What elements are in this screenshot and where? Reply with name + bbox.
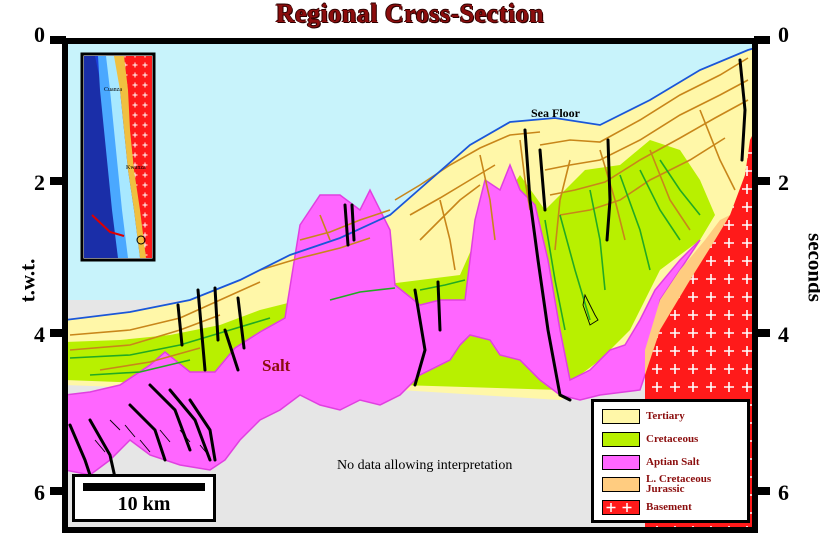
legend-label-tertiary: Tertiary	[646, 410, 685, 422]
legend-item-tertiary: Tertiary	[602, 408, 685, 424]
inset-map: Cuanza Kwanza	[80, 52, 156, 262]
scale-bar-label: 10 km	[117, 493, 171, 515]
aptian-salt	[65, 162, 701, 476]
legend-swatch-lower-cretaceous-jurassic	[602, 476, 640, 492]
legend-item-cretaceous: Cretaceous	[602, 431, 698, 447]
salt-seams	[94, 293, 599, 458]
inset-label-cuanza: Cuanza	[104, 87, 122, 93]
cretaceous-horizons	[69, 159, 701, 376]
tick-left-2: 2	[34, 170, 45, 195]
inset-label-kwanza: Kwanza	[126, 165, 146, 171]
scale-bar: 10 km	[72, 474, 216, 522]
diagram-title: Regional Cross-Section	[275, 0, 545, 28]
legend-item-basement: Basement	[602, 499, 692, 515]
tick-right-2: 2	[778, 170, 789, 195]
legend-swatch-cretaceous	[602, 431, 640, 447]
salt-label: Salt	[262, 356, 291, 375]
legend: Tertiary Cretaceous Aptian Salt L. Creta…	[591, 399, 750, 523]
legend-item-aptian-salt: Aptian Salt	[602, 454, 700, 470]
legend-label-lower-cretaceous-jurassic: L. Cretaceous Jurassic	[646, 473, 712, 495]
legend-label-aptian-salt: Aptian Salt	[646, 456, 700, 468]
tick-right-4: 4	[778, 322, 789, 347]
legend-label-cretaceous: Cretaceous	[646, 433, 699, 445]
faults	[68, 58, 747, 502]
basement-cross-icon	[606, 502, 632, 512]
legend-swatch-aptian-salt	[602, 454, 640, 470]
tick-left-0: 0	[34, 22, 45, 47]
tick-left-6: 6	[34, 480, 45, 505]
no-data-label: No data allowing interpretation	[337, 458, 512, 473]
legend-swatch-tertiary	[602, 408, 640, 424]
tick-right-0: 0	[778, 22, 789, 47]
tick-left-4: 4	[34, 322, 45, 347]
section-frame	[62, 38, 758, 533]
legend-item-lower-cretaceous-jurassic: L. Cretaceous Jurassic	[602, 473, 736, 495]
legend-label-basement: Basement	[646, 501, 692, 513]
sea-floor-label: Sea Floor	[531, 106, 581, 120]
tick-right-6: 6	[778, 480, 789, 505]
tick-marks	[50, 36, 770, 495]
legend-swatch-basement	[602, 499, 640, 515]
scale-bar-line	[83, 483, 205, 491]
